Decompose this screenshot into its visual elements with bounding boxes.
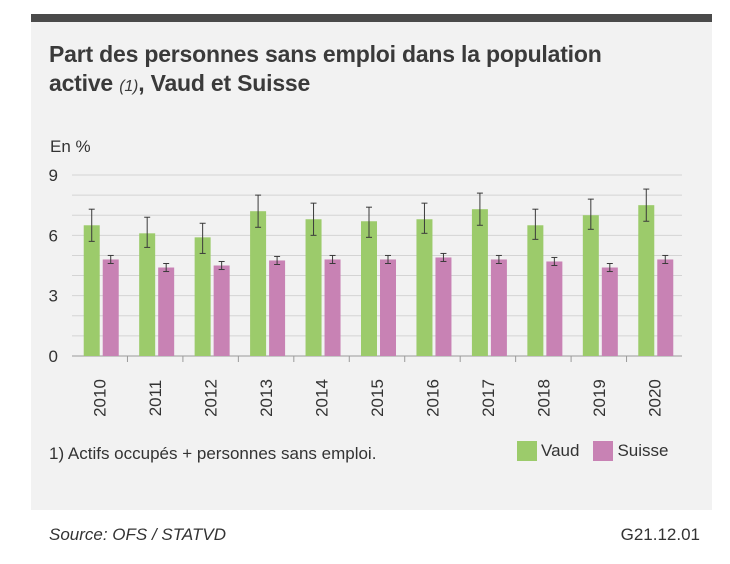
- bar-vaud-2020: [638, 205, 655, 356]
- bar-suisse-2018: [546, 261, 563, 356]
- chart-title: Part des personnes sans emploi dans la p…: [49, 40, 689, 101]
- x-tick-label: 2015: [368, 379, 387, 417]
- bar-vaud-2016: [416, 219, 433, 356]
- bar-vaud-2018: [527, 225, 544, 356]
- x-tick-label: 2012: [202, 379, 221, 417]
- bar-suisse-2016: [435, 257, 452, 356]
- y-tick-label: 3: [49, 287, 58, 306]
- bar-vaud-2013: [250, 211, 267, 356]
- bar-vaud-2017: [471, 209, 488, 356]
- bar-suisse-2012: [213, 265, 230, 356]
- x-tick-label: 2019: [590, 379, 609, 417]
- bar-suisse-2019: [601, 267, 618, 356]
- y-tick-label: 9: [49, 166, 58, 185]
- bar-suisse-2014: [324, 259, 341, 356]
- x-tick-label: 2017: [479, 379, 498, 417]
- title-line-2a: active: [49, 70, 120, 96]
- y-tick-label: 0: [49, 347, 58, 366]
- legend-swatch-suisse: [593, 441, 614, 461]
- bar-vaud-2011: [139, 233, 156, 356]
- bar-vaud-2014: [305, 219, 322, 356]
- bar-suisse-2017: [490, 259, 507, 356]
- top-bar: [31, 14, 712, 22]
- bar-vaud-2012: [194, 237, 211, 356]
- y-axis-unit-label: En %: [50, 137, 91, 156]
- title-line-2b: , Vaud et Suisse: [138, 70, 311, 96]
- x-tick-label: 2010: [91, 379, 110, 417]
- bar-suisse-2020: [657, 259, 674, 356]
- bar-chart: 0 3 6 9 2010 2011 2012 2013 2014 2015 2016 2017 2018…: [49, 166, 682, 417]
- x-tick-label: 2011: [146, 380, 165, 417]
- y-tick-label: 6: [49, 226, 58, 245]
- legend-item-suisse: Suisse: [593, 441, 668, 461]
- bar-vaud-2015: [361, 221, 377, 356]
- bar-suisse-2013: [269, 260, 286, 356]
- title-footnote-ref: (1): [119, 78, 139, 95]
- x-tick-label: 2014: [313, 379, 332, 417]
- source-note: Source: OFS / STATVD: [49, 525, 226, 544]
- legend: Vaud Suisse: [517, 440, 682, 462]
- bar-suisse-2010: [102, 259, 119, 356]
- bar-vaud-2019: [582, 215, 599, 356]
- legend-swatch-vaud: [517, 441, 537, 461]
- bar-suisse-2015: [380, 259, 396, 356]
- footnote: 1) Actifs occupés + personnes sans emplo…: [49, 444, 377, 463]
- x-tick-label: 2013: [257, 379, 276, 417]
- x-tick-label: 2020: [645, 379, 664, 417]
- graphic-code: G21.12.01: [620, 525, 700, 544]
- legend-item-vaud: Vaud: [517, 441, 579, 461]
- bar-vaud-2010: [83, 225, 100, 356]
- title-line-1: Part des personnes sans emploi dans la p…: [49, 41, 602, 67]
- bar-suisse-2011: [158, 267, 175, 356]
- legend-label-suisse: Suisse: [617, 441, 669, 460]
- legend-label-vaud: Vaud: [541, 441, 580, 460]
- x-tick-label: 2018: [534, 379, 553, 417]
- x-tick-label: 2016: [423, 379, 442, 417]
